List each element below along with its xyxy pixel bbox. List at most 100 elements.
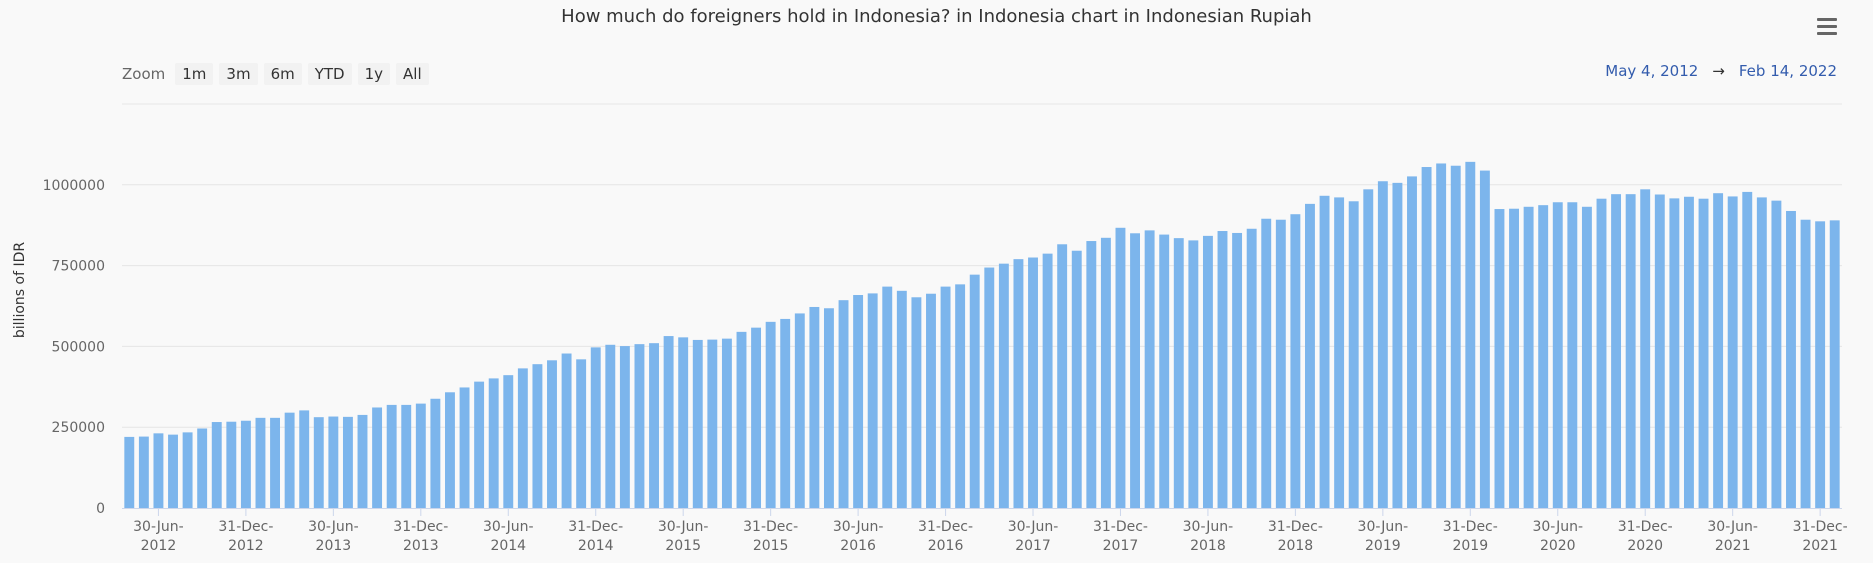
zoom-1y-button[interactable]: 1y xyxy=(357,63,391,85)
bar[interactable] xyxy=(1232,232,1243,508)
bar[interactable] xyxy=(1421,167,1432,508)
bar[interactable] xyxy=(1392,182,1403,509)
bar[interactable] xyxy=(1450,165,1461,509)
bar[interactable] xyxy=(517,368,528,508)
bar[interactable] xyxy=(1363,189,1374,508)
bar[interactable] xyxy=(1509,208,1519,508)
bar[interactable] xyxy=(1742,191,1753,508)
bar[interactable] xyxy=(1334,197,1345,508)
bar[interactable] xyxy=(255,417,266,508)
bar[interactable] xyxy=(1786,210,1796,509)
bar[interactable] xyxy=(1217,231,1228,508)
bar[interactable] xyxy=(619,346,630,508)
bar[interactable] xyxy=(1071,250,1082,509)
bar[interactable] xyxy=(1698,198,1709,508)
bar[interactable] xyxy=(1115,227,1126,509)
bar[interactable] xyxy=(867,293,878,508)
bar[interactable] xyxy=(401,404,412,508)
bar[interactable] xyxy=(168,434,178,508)
bar[interactable] xyxy=(430,398,441,508)
bar[interactable] xyxy=(1028,257,1038,508)
bar[interactable] xyxy=(561,353,572,508)
bar[interactable] xyxy=(1261,218,1272,509)
bar[interactable] xyxy=(547,360,557,508)
bar[interactable] xyxy=(299,410,310,508)
bar[interactable] xyxy=(1057,244,1068,508)
bar[interactable] xyxy=(138,436,149,508)
bar[interactable] xyxy=(794,313,805,508)
bar[interactable] xyxy=(1436,163,1447,508)
bar[interactable] xyxy=(1771,200,1782,508)
range-to-date[interactable]: Feb 14, 2022 xyxy=(1738,62,1837,80)
bar[interactable] xyxy=(721,338,732,508)
bar[interactable] xyxy=(1727,196,1738,508)
bar[interactable] xyxy=(1494,209,1505,509)
bar[interactable] xyxy=(1130,233,1140,508)
bar[interactable] xyxy=(1800,219,1811,508)
bar[interactable] xyxy=(663,336,674,508)
bar[interactable] xyxy=(955,284,966,508)
bar[interactable] xyxy=(342,416,353,508)
range-from-date[interactable]: May 4, 2012 xyxy=(1605,62,1699,80)
bar[interactable] xyxy=(1654,194,1665,509)
bar[interactable] xyxy=(707,339,718,508)
bar[interactable] xyxy=(736,331,747,508)
bar[interactable] xyxy=(357,414,368,508)
bar[interactable] xyxy=(1407,176,1417,508)
bar[interactable] xyxy=(1100,237,1111,509)
bar[interactable] xyxy=(1479,170,1490,508)
bar[interactable] xyxy=(969,274,980,508)
bar[interactable] xyxy=(226,421,237,508)
bar[interactable] xyxy=(1523,206,1534,508)
bar[interactable] xyxy=(838,300,849,508)
bar[interactable] xyxy=(284,412,295,508)
bar[interactable] xyxy=(765,321,776,508)
bar[interactable] xyxy=(1159,234,1170,508)
bar[interactable] xyxy=(197,428,208,508)
bar[interactable] xyxy=(1188,240,1199,508)
bar[interactable] xyxy=(459,387,470,508)
bar[interactable] xyxy=(780,318,791,508)
bar[interactable] xyxy=(1144,230,1155,508)
bar[interactable] xyxy=(1290,214,1301,508)
bar[interactable] xyxy=(1348,201,1359,508)
bar[interactable] xyxy=(590,347,601,508)
bar[interactable] xyxy=(1596,198,1607,508)
bar[interactable] xyxy=(1173,238,1184,508)
hamburger-menu-icon[interactable] xyxy=(1810,12,1842,42)
bar[interactable] xyxy=(1581,206,1592,508)
bar[interactable] xyxy=(1086,241,1097,509)
bar[interactable] xyxy=(270,417,280,508)
bar[interactable] xyxy=(1465,161,1476,508)
bar[interactable] xyxy=(1815,221,1826,508)
bar[interactable] xyxy=(751,327,762,508)
bar[interactable] xyxy=(1319,195,1330,509)
bar[interactable] xyxy=(415,403,426,508)
bar[interactable] xyxy=(882,286,893,508)
bar[interactable] xyxy=(853,295,864,508)
bar[interactable] xyxy=(649,343,659,508)
bar[interactable] xyxy=(605,344,616,508)
bar[interactable] xyxy=(240,420,251,508)
bar[interactable] xyxy=(1377,181,1388,509)
zoom-6m-button[interactable]: 6m xyxy=(263,63,302,85)
bar[interactable] xyxy=(1640,189,1651,508)
zoom-ytd-button[interactable]: YTD xyxy=(307,63,352,85)
bar[interactable] xyxy=(940,286,951,508)
bar[interactable] xyxy=(823,308,834,508)
bar[interactable] xyxy=(182,432,193,508)
zoom-3m-button[interactable]: 3m xyxy=(219,63,258,85)
bar[interactable] xyxy=(488,378,499,508)
bar[interactable] xyxy=(634,344,645,508)
bar[interactable] xyxy=(926,293,936,508)
bar[interactable] xyxy=(503,375,514,508)
bar[interactable] xyxy=(372,407,383,508)
bar[interactable] xyxy=(328,416,339,508)
zoom-all-button[interactable]: All xyxy=(396,63,429,85)
bar[interactable] xyxy=(474,381,485,508)
bar[interactable] xyxy=(809,306,820,508)
bar[interactable] xyxy=(1538,205,1549,508)
bar[interactable] xyxy=(386,404,397,508)
bar[interactable] xyxy=(1713,193,1724,508)
bar[interactable] xyxy=(153,433,164,508)
